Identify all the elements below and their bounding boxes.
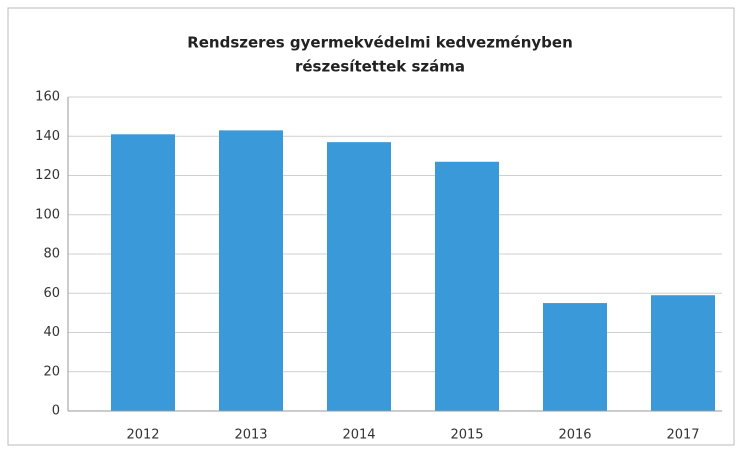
bar — [651, 295, 715, 411]
y-tick-label: 160 — [35, 90, 60, 105]
x-tick-label: 2014 — [342, 428, 375, 443]
x-tick-label: 2013 — [234, 428, 267, 443]
bar — [327, 142, 391, 411]
y-tick-label: 140 — [35, 129, 60, 144]
bar — [543, 303, 607, 411]
bar — [435, 161, 499, 411]
chart-title: Rendszeres gyermekvédelmi kedvezményben — [187, 34, 573, 52]
x-tick-label: 2015 — [450, 428, 483, 443]
y-tick-label: 40 — [43, 325, 60, 340]
y-tick-label: 100 — [35, 207, 60, 222]
bar — [219, 130, 283, 412]
y-tick-label: 60 — [43, 286, 60, 301]
x-tick-label: 2016 — [558, 428, 591, 443]
y-tick-label: 120 — [35, 168, 60, 183]
y-tick-label: 80 — [43, 247, 60, 262]
x-tick-label: 2017 — [666, 428, 699, 443]
chart-title: részesítettek száma — [295, 58, 465, 76]
x-tick-label: 2012 — [126, 428, 159, 443]
y-tick-label: 20 — [43, 364, 60, 379]
bar — [111, 134, 175, 411]
y-tick-label: 0 — [52, 404, 60, 419]
